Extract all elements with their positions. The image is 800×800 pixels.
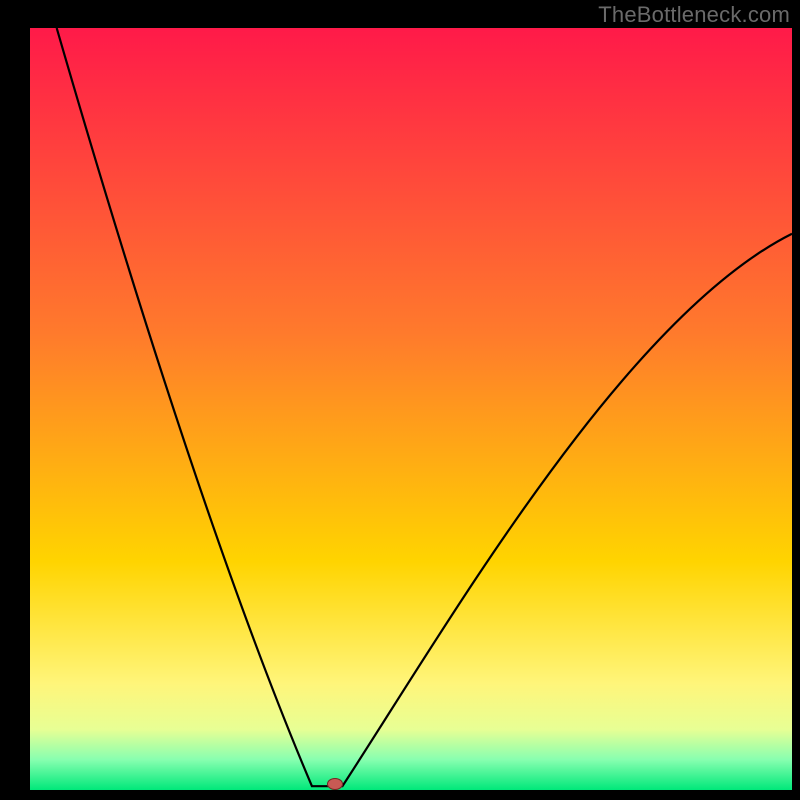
valley-marker bbox=[327, 778, 343, 790]
plot-area bbox=[30, 28, 792, 790]
watermark-text: TheBottleneck.com bbox=[598, 2, 790, 28]
bottleneck-curve bbox=[30, 28, 792, 790]
